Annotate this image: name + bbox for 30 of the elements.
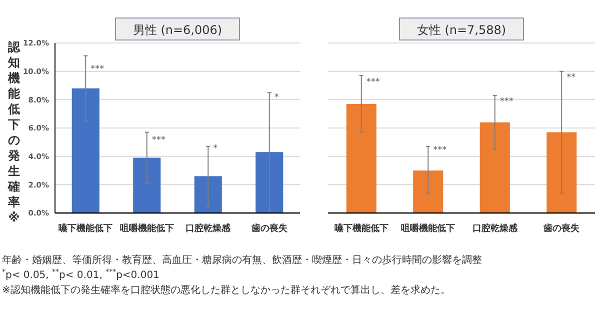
bar <box>72 88 100 213</box>
x-tick-label: 口腔乾燥感 <box>472 223 518 234</box>
x-tick-label: 歯の喪失 <box>250 223 288 234</box>
annotation: *** <box>152 135 166 146</box>
chart-title: 男性 (n=6,006) <box>132 23 222 37</box>
annotation: ** <box>566 73 576 84</box>
bar <box>256 152 284 213</box>
bar <box>480 122 510 213</box>
bar <box>133 158 161 213</box>
x-tick-label: 歯の喪失 <box>542 223 581 234</box>
annotation: * <box>274 92 280 103</box>
x-tick-label: 咀嚼機能低下 <box>401 223 456 234</box>
annotation: *** <box>500 97 514 108</box>
annotation: *** <box>366 77 380 88</box>
text: 認知機能低下の発生確率※ <box>8 40 20 224</box>
x-tick-label: 口腔乾燥感 <box>186 223 232 234</box>
text: ※認知機能低下の発生確率を口腔状態の悪化した群としなかった群それぞれで算出し、差を求めた。 <box>2 284 450 296</box>
annotation: *** <box>90 64 105 75</box>
x-tick-label: 嚥下機能低下 <box>334 223 388 234</box>
annotation: *** <box>433 145 448 156</box>
bar <box>413 170 444 213</box>
annotation: * <box>213 144 218 154</box>
bar <box>346 104 376 213</box>
chart-title: 女性 (n=7,588) <box>416 23 506 37</box>
x-tick-label: 嚥下機能低下 <box>58 223 113 234</box>
bar <box>194 176 222 213</box>
text: $^{*}$p< 0.05, $^{**}$p< 0.01, $^{***}$p<0.001 <box>2 268 160 281</box>
text: 年齢・婚姻歴、等価所得・教育歴、高血圧・糖尿病の有無、飲酒歴・喫煙歴・日々の歩行時間の影響を調整 <box>2 254 482 266</box>
bar <box>546 132 577 213</box>
x-tick-label: 咀嚼機能低下 <box>120 223 174 234</box>
